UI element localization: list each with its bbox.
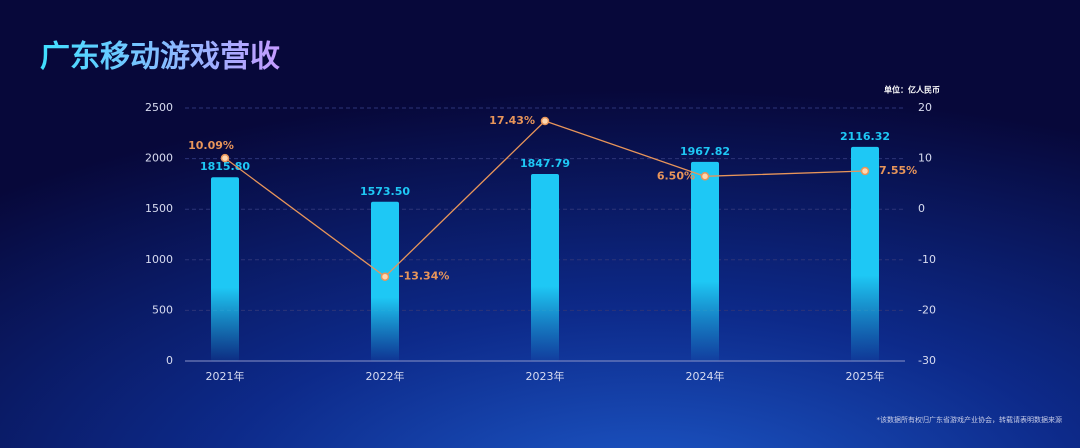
line-point: [700, 172, 710, 181]
y2-tick-label: 10: [918, 152, 932, 165]
bar: [851, 146, 879, 361]
y-tick-label: 1000: [145, 253, 173, 266]
x-tick-label: 2023年: [526, 369, 565, 383]
bar-value-label: 1573.50: [360, 185, 410, 198]
y-tick-label: 500: [152, 303, 173, 316]
line-value-label: -13.34%: [399, 270, 449, 283]
bar-value-label: 1815.80: [200, 160, 250, 173]
bar-value-label: 1847.79: [520, 157, 570, 170]
line-value-label: 6.50%: [657, 169, 695, 182]
y2-tick-label: 20: [918, 101, 932, 114]
footnote: *该数据所有权归广东省游戏产业协会，转载请表明数据来源: [877, 415, 1063, 424]
y2-tick-label: 0: [918, 202, 925, 215]
y-tick-label: 2000: [145, 152, 173, 165]
x-tick-label: 2024年: [686, 369, 725, 383]
unit-label: 单位：亿人民币: [884, 85, 940, 95]
bar: [531, 174, 559, 361]
x-tick-label: 2025年: [846, 369, 885, 383]
line-point: [540, 116, 550, 126]
x-tick-label: 2021年: [206, 369, 245, 383]
x-tick-label: 2022年: [366, 369, 405, 383]
line-point: [380, 272, 390, 281]
y2-tick-label: -30: [918, 354, 936, 367]
y-tick-label: 1500: [145, 202, 173, 215]
line-point: [860, 166, 870, 176]
bar: [211, 177, 239, 361]
y2-tick-label: -20: [918, 303, 936, 316]
bar: [371, 201, 399, 361]
bar-value-label: 1967.82: [680, 145, 730, 158]
line-value-label: 17.43%: [489, 114, 535, 127]
y-tick-label: 0: [166, 354, 173, 367]
line-value-label: 10.09%: [188, 139, 234, 152]
line-point: [220, 153, 230, 163]
line-value-label: 7.55%: [879, 164, 917, 177]
y2-tick-label: -10: [918, 253, 936, 266]
bar-value-label: 2116.32: [840, 130, 890, 143]
y-tick-label: 2500: [145, 101, 173, 114]
chart-title: 广东移动游戏营收: [40, 40, 280, 75]
bar: [691, 161, 719, 361]
